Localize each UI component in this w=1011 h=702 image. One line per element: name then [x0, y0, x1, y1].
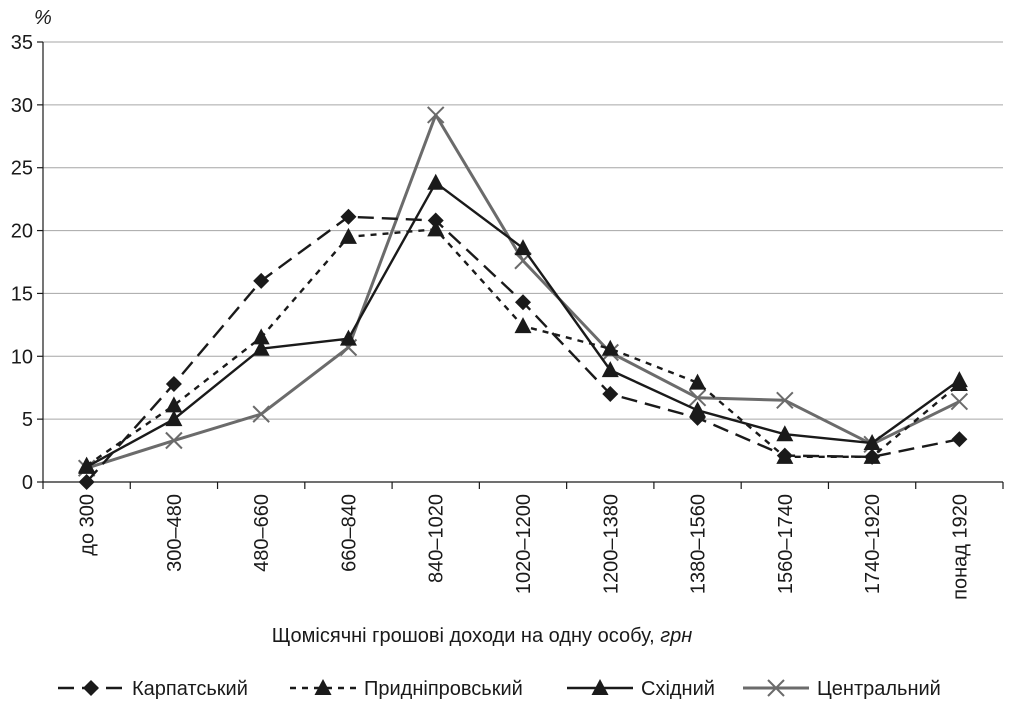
axes	[37, 41, 1004, 489]
legend-marker	[83, 680, 99, 696]
y-tick-label: 35	[11, 32, 33, 54]
x-tick-label: 1020–1200	[513, 494, 535, 594]
data-point	[688, 389, 707, 407]
legend-item-2: Придніпровський	[290, 678, 523, 700]
data-point	[165, 375, 182, 392]
x-marker-stroke	[767, 679, 785, 697]
data-point	[165, 431, 183, 450]
data-point	[252, 328, 270, 345]
x-tick-label: 1200–1380	[600, 494, 622, 594]
legend-item-4: Центральний	[743, 678, 941, 700]
series-4	[77, 106, 969, 477]
x-tick-label: 300–480	[164, 494, 186, 572]
x-marker-stroke	[252, 405, 270, 423]
legend-label: Східний	[641, 678, 715, 700]
y-tick-label: 20	[11, 221, 33, 243]
series-line	[85, 228, 961, 467]
legend-marker	[314, 679, 332, 695]
data-point	[339, 329, 357, 346]
y-tick-label: 15	[11, 283, 33, 305]
data-point	[776, 391, 794, 409]
data-point	[427, 173, 445, 190]
data-point	[340, 208, 357, 225]
x-marker-stroke	[688, 389, 707, 407]
data-point	[863, 434, 881, 451]
data-point	[601, 339, 619, 356]
data-point	[514, 239, 532, 256]
data-point	[602, 386, 619, 402]
x-tick-label: 1380–1560	[688, 494, 710, 594]
y-tick-label: 5	[22, 409, 33, 431]
data-point	[165, 410, 183, 427]
data-point	[427, 220, 445, 237]
data-point	[253, 272, 270, 289]
x-tick-label: до 300	[77, 494, 99, 556]
data-point	[252, 405, 270, 423]
x-marker-stroke	[950, 392, 969, 411]
data-point	[78, 474, 95, 490]
legend-label: Придніпровський	[364, 678, 523, 700]
series-line	[85, 215, 960, 483]
legend-marker	[591, 679, 609, 695]
x-tick-label: понад 1920	[949, 494, 971, 600]
x-tick-label: 480–660	[251, 494, 273, 572]
x-axis-title-unit: грн	[660, 625, 692, 647]
data-point	[78, 457, 96, 474]
data-point	[863, 447, 881, 464]
data-point	[427, 106, 445, 124]
data-point	[165, 396, 183, 413]
x-tick-label: 1740–1920	[862, 494, 884, 594]
legend-label: Центральний	[817, 678, 941, 700]
data-point	[339, 227, 357, 244]
data-point	[689, 401, 707, 418]
series-3	[78, 173, 968, 474]
data-point	[252, 339, 270, 356]
x-axis-title: Щомісячні грошові доходи на одну особу, …	[272, 625, 692, 647]
legend-item-3: Східний	[567, 678, 715, 700]
x-axis-title-main: Щомісячні грошові доходи на одну особу,	[272, 625, 660, 647]
y-tick-label: 10	[11, 346, 33, 368]
x-tick-label: 1560–1740	[775, 494, 797, 594]
legend-marker	[767, 679, 785, 697]
legend-label: Карпатський	[132, 678, 248, 700]
x-marker-stroke	[165, 431, 183, 450]
data-point	[515, 294, 531, 311]
data-point	[514, 317, 532, 334]
data-point	[601, 361, 619, 378]
data-point	[950, 371, 968, 388]
data-point	[689, 373, 707, 390]
data-point	[951, 431, 968, 448]
y-tick-label: 25	[11, 158, 33, 180]
y-tick-labels: 0 5 10 15 20 25 30 35	[11, 32, 33, 494]
x-marker-stroke	[776, 391, 794, 409]
y-tick-label: 30	[11, 95, 33, 117]
y-tick-label: 0	[22, 472, 33, 494]
x-tick-labels: до 300 300–480 480–660 660–840 840–1020 1020–…	[77, 494, 972, 600]
x-tick-label: 660–840	[338, 494, 360, 572]
data-point	[776, 425, 794, 442]
legend-item-1: Карпатський	[58, 678, 248, 700]
x-marker-stroke	[427, 106, 445, 124]
legend: Карпатський Придніпровський Східний Централ…	[58, 678, 941, 700]
plot-area	[77, 106, 969, 490]
y-unit-label: %	[34, 7, 52, 29]
x-tick-label: 840–1020	[426, 494, 448, 583]
gridlines	[43, 41, 1003, 420]
data-point	[950, 392, 969, 411]
data-point	[776, 447, 794, 464]
